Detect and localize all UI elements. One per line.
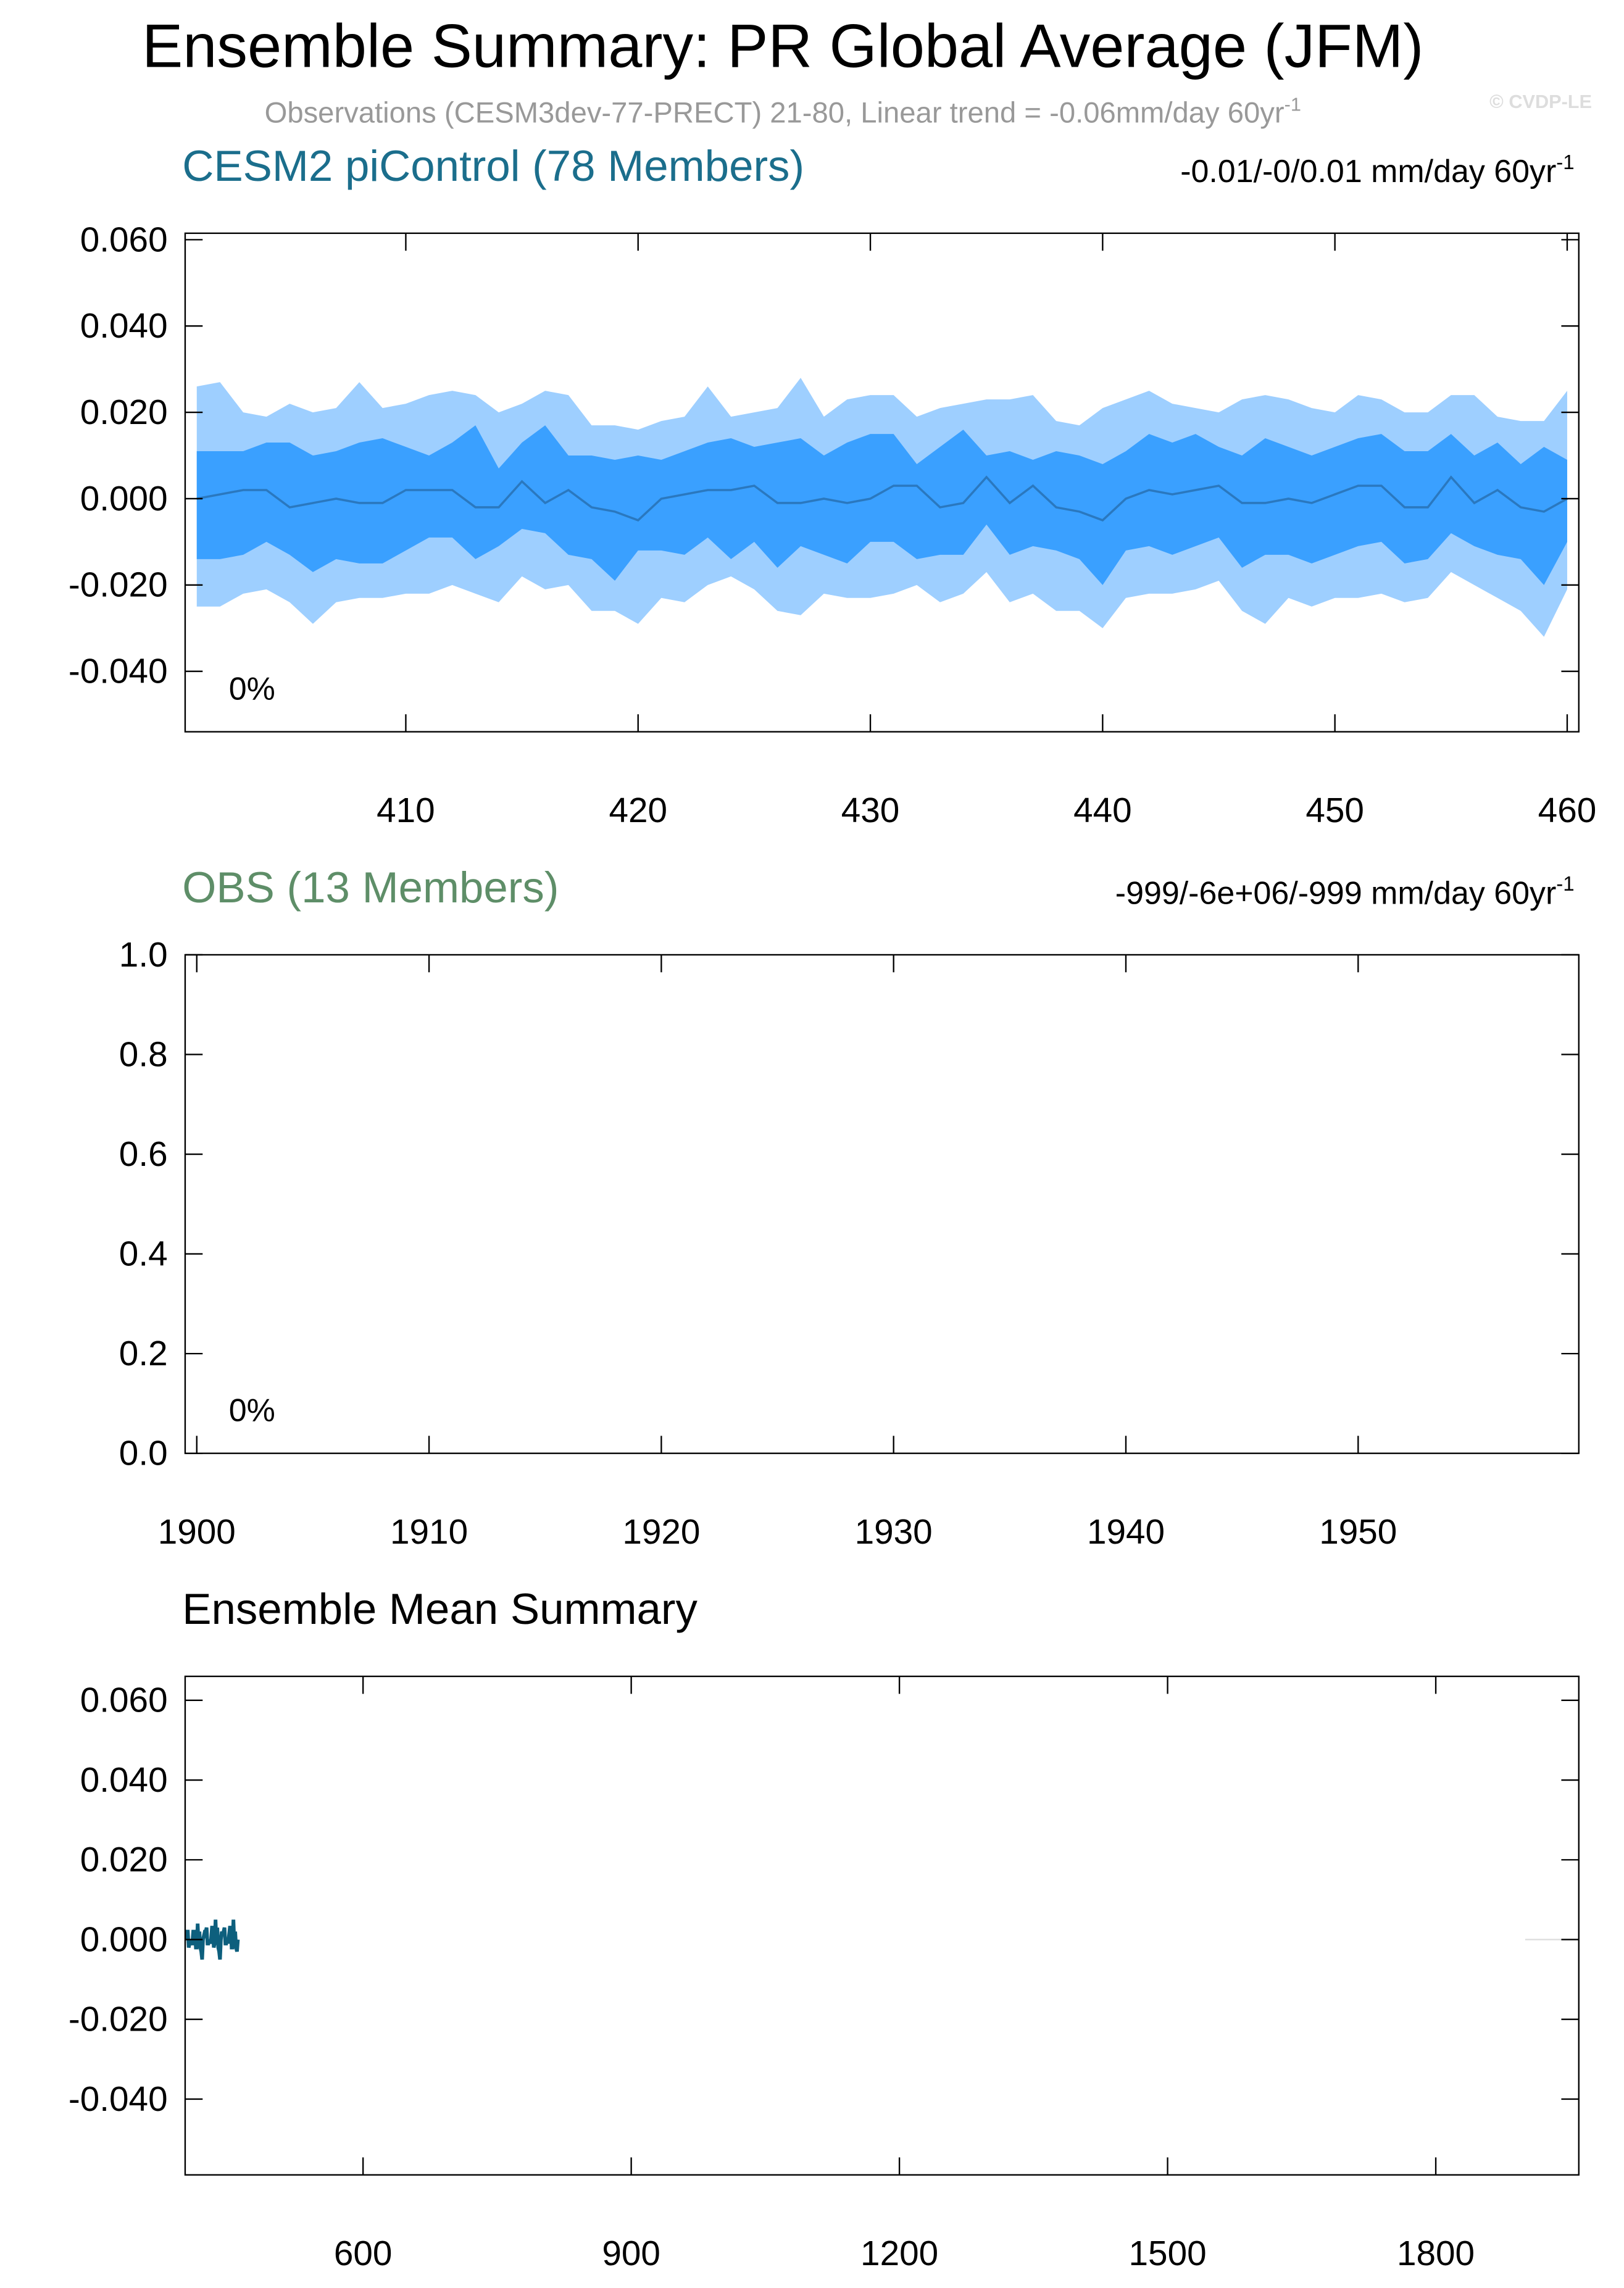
y-tick-label: 0.000: [80, 480, 168, 518]
y-tick-label: -0.020: [69, 566, 168, 605]
y-tick-label: -0.020: [69, 2000, 168, 2039]
panel-title: CESM2 piControl (78 Members): [182, 142, 804, 191]
y-tick-label: 0.040: [80, 307, 168, 346]
x-tick-label: 1950: [1319, 1513, 1397, 1552]
credit: © CVDP-LE: [1489, 91, 1592, 112]
x-tick-label: 1800: [1397, 2234, 1475, 2273]
x-tick-label: 600: [334, 2234, 393, 2273]
x-tick-label: 410: [377, 791, 435, 830]
y-tick-label: 0.060: [80, 220, 168, 259]
x-tick-label: 1500: [1129, 2234, 1207, 2273]
y-tick-label: 0.060: [80, 1681, 168, 1720]
panel-title: OBS (13 Members): [182, 863, 559, 912]
subtitle-sup: -1: [1285, 93, 1301, 115]
x-tick-label: 900: [602, 2234, 660, 2273]
y-tick-label: 0.020: [80, 393, 168, 432]
x-tick-label: 1900: [158, 1513, 236, 1552]
y-tick-label: 0.0: [119, 1434, 168, 1473]
mean-line: [185, 1920, 240, 1960]
trend-label: -0.01/-0/0.01 mm/day 60yr-1: [1180, 151, 1575, 189]
figure-subtitle: Observations (CESM3dev-77-PRECT) 21-80, …: [265, 93, 1301, 129]
spread-band: [196, 425, 1567, 585]
x-tick-label: 1920: [622, 1513, 700, 1552]
trend-sup: -1: [1556, 873, 1574, 896]
trend-text: -999/-6e+06/-999 mm/day 60yr: [1115, 875, 1557, 911]
y-tick-label: 1.0: [119, 936, 168, 975]
annotation: 0%: [229, 1393, 275, 1429]
x-tick-label: 430: [841, 791, 900, 830]
plot-frame: [184, 954, 1580, 1454]
trend-label: -999/-6e+06/-999 mm/day 60yr-1: [1115, 873, 1575, 911]
trend-text: -0.01/-0/0.01 mm/day 60yr: [1180, 154, 1556, 189]
plot-area: [185, 1920, 1578, 1960]
annotation: 0%: [229, 672, 275, 707]
y-tick-label: 0.000: [80, 1920, 168, 1959]
y-tick-label: 0.6: [119, 1135, 168, 1174]
x-tick-label: 450: [1305, 791, 1364, 830]
y-tick-label: 0.040: [80, 1761, 168, 1800]
figure-title: Ensemble Summary: PR Global Average (JFM…: [142, 12, 1423, 81]
x-tick-label: 460: [1538, 791, 1597, 830]
x-tick-label: 1200: [860, 2234, 938, 2273]
mean-line: [196, 475, 1568, 522]
x-tick-label: 1930: [855, 1513, 933, 1552]
plot-frame: [184, 1675, 1580, 2176]
plot-frame: [184, 232, 1580, 733]
panel-title: Ensemble Mean Summary: [182, 1585, 697, 1634]
subtitle-text: Observations (CESM3dev-77-PRECT) 21-80, …: [265, 96, 1285, 129]
y-tick-label: 0.4: [119, 1234, 168, 1273]
x-tick-label: 1910: [390, 1513, 468, 1552]
x-tick-label: 440: [1073, 791, 1132, 830]
x-tick-label: 420: [609, 791, 667, 830]
y-tick-label: 0.8: [119, 1035, 168, 1074]
y-tick-label: -0.040: [69, 2080, 168, 2119]
trend-sup: -1: [1556, 151, 1574, 174]
x-tick-label: 1940: [1087, 1513, 1165, 1552]
plot-area: [196, 378, 1568, 637]
y-tick-label: -0.040: [69, 652, 168, 691]
y-tick-label: 0.2: [119, 1334, 168, 1373]
y-tick-label: 0.020: [80, 1841, 168, 1879]
